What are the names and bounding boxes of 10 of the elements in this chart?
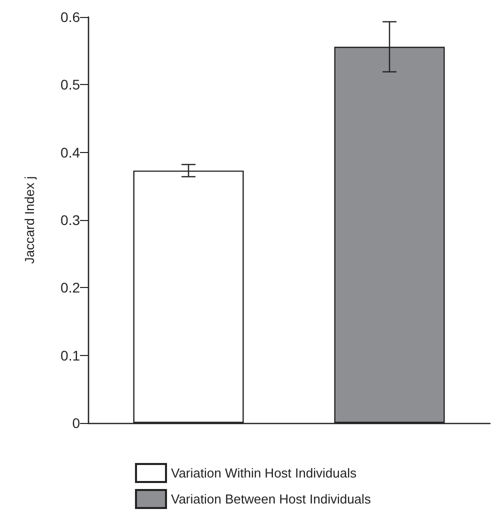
y-tick-label: 0.3 — [60, 212, 80, 228]
y-axis-title: Jaccard Index j — [22, 176, 37, 264]
y-tick-label: 0.4 — [60, 144, 80, 160]
y-tick-label: 0 — [72, 415, 80, 431]
y-tick-label: 0.2 — [60, 280, 80, 296]
legend-label: Variation Within Host Individuals — [171, 466, 357, 480]
y-tick-label: 0.1 — [60, 347, 80, 364]
y-tick-label: 0.5 — [60, 76, 80, 93]
y-tick-label: 0.6 — [60, 9, 80, 25]
legend-label: Variation Between Host Individuals — [171, 492, 372, 506]
